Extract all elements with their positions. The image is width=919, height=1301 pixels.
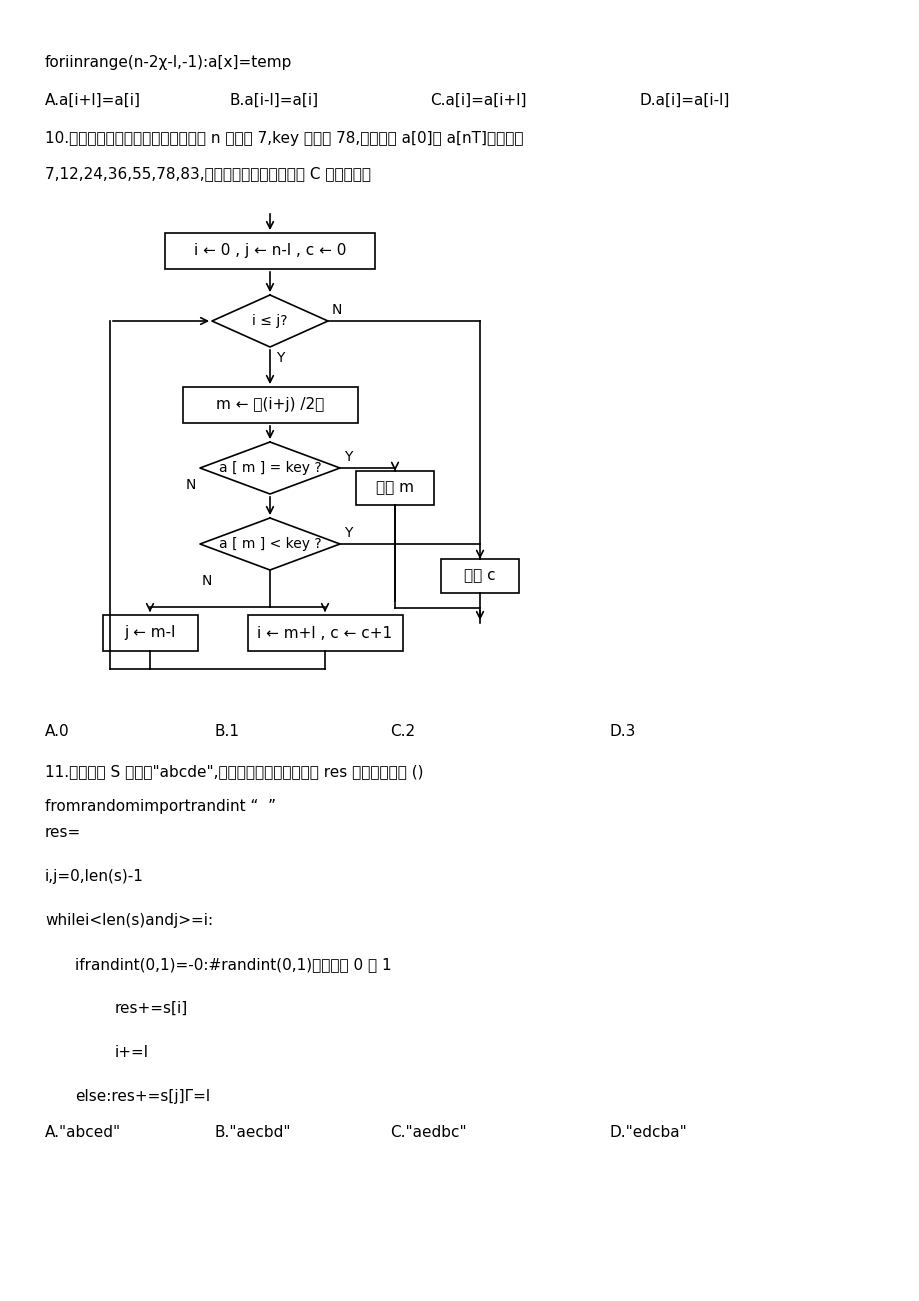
Text: B.1: B.1 [215,723,240,739]
Bar [356,471,434,505]
Text: j ← m-l: j ← m-l [124,626,176,640]
Text: C.2: C.2 [390,723,414,739]
Text: D.3: D.3 [609,723,636,739]
Text: ifrandint(0,1)=-0:#randint(0,1)随机生成 0 或 1: ifrandint(0,1)=-0:#randint(0,1)随机生成 0 或 … [75,958,391,972]
Text: A."abced": A."abced" [45,1125,121,1140]
Text: D.a[i]=a[i-l]: D.a[i]=a[i-l] [640,92,730,108]
Bar [165,233,375,269]
Text: a [ m ] < key ?: a [ m ] < key ? [219,537,321,552]
Text: 输出 m: 输出 m [376,480,414,496]
Text: 11.若字符串 S 的値为"abcde",执行如下程序段后，变量 res 的値不可能是 (): 11.若字符串 S 的値为"abcde",执行如下程序段后，变量 res 的値不… [45,764,423,779]
Text: a [ m ] = key ?: a [ m ] = key ? [219,461,321,475]
Text: m ← ⌚(i+j) /2⌛: m ← ⌚(i+j) /2⌛ [216,398,323,412]
Text: res=: res= [45,825,81,840]
Bar [248,615,403,650]
Text: 输出 c: 输出 c [464,569,495,584]
Text: i,j=0,len(s)-1: i,j=0,len(s)-1 [45,869,143,883]
Text: Y: Y [344,450,352,464]
Text: B."aecbd": B."aecbd" [215,1125,291,1140]
Text: whilei<len(s)andj>=i:: whilei<len(s)andj>=i: [45,913,213,928]
Text: i ≤ j?: i ≤ j? [252,314,288,328]
Text: A.a[i+l]=a[i]: A.a[i+l]=a[i] [45,92,141,108]
Text: C.a[i]=a[i+l]: C.a[i]=a[i+l] [429,92,526,108]
Text: N: N [186,477,196,492]
Text: i ← 0 , j ← n-l , c ← 0: i ← 0 , j ← n-l , c ← 0 [194,243,346,259]
Text: D."edcba": D."edcba" [609,1125,687,1140]
Text: C."aedbc": C."aedbc" [390,1125,466,1140]
Text: B.a[i-l]=a[i]: B.a[i-l]=a[i] [230,92,319,108]
Bar [103,615,198,650]
Text: i ← m+l , c ← c+1: i ← m+l , c ← c+1 [257,626,392,640]
Text: 10.某算法的部分流程图如图所示，若 n 的値为 7,key 的値为 78,数组元素 a[0]至 a[nT]依次存放: 10.某算法的部分流程图如图所示，若 n 的値为 7,key 的値为 78,数组… [45,131,523,146]
Text: N: N [202,574,212,588]
Bar [183,386,357,423]
Bar [440,559,518,593]
Text: Y: Y [344,526,352,540]
Text: else:res+=s[j]Γ=l: else:res+=s[j]Γ=l [75,1089,210,1105]
Text: fromrandomimportrandint “  ”: fromrandomimportrandint “ ” [45,799,276,814]
Text: N: N [332,303,342,317]
Text: res+=s[i]: res+=s[i] [115,1000,188,1016]
Text: Y: Y [276,351,284,366]
Text: i+=l: i+=l [115,1045,149,1060]
Text: A.0: A.0 [45,723,70,739]
Text: foriinrange(n-2χ-l,-1):a[x]=temp: foriinrange(n-2χ-l,-1):a[x]=temp [45,55,292,70]
Text: 7,12,24,36,55,78,83,执行这部分流程后，输出 C 的値为（）: 7,12,24,36,55,78,83,执行这部分流程后，输出 C 的値为（） [45,167,370,181]
